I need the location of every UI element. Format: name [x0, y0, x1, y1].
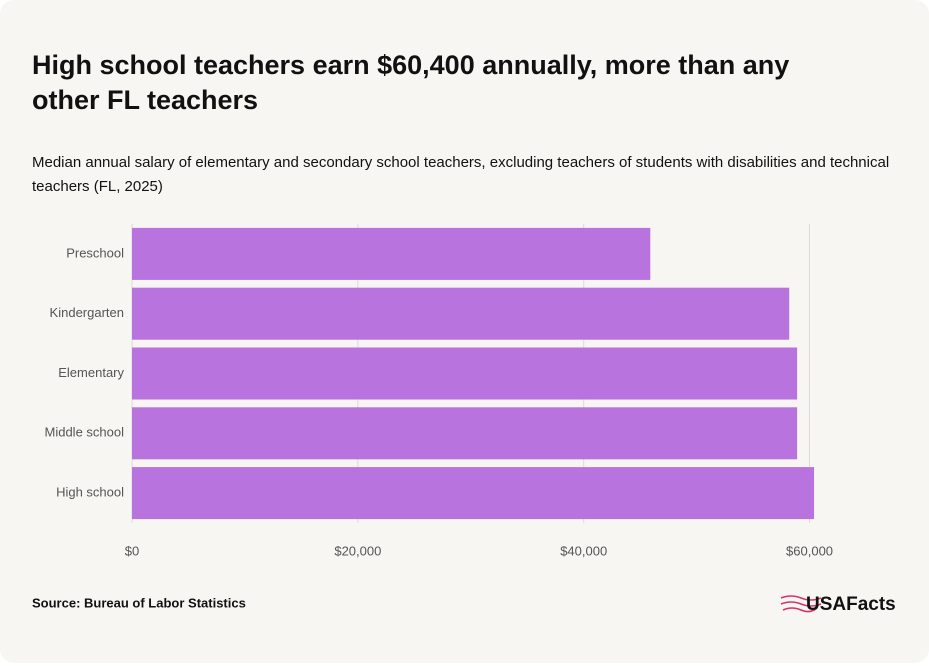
y-tick-label: Kindergarten — [50, 305, 124, 320]
x-tick-label: $40,000 — [560, 543, 607, 558]
y-tick-label: Middle school — [45, 425, 125, 440]
chart-subtitle: Median annual salary of elementary and s… — [32, 154, 889, 195]
source: Source: Bureau of Labor Statistics — [32, 595, 246, 610]
x-tick-label: $0 — [125, 543, 139, 558]
bar — [132, 467, 815, 520]
brand: USAFacts — [806, 594, 896, 615]
bar — [132, 287, 790, 340]
logo-icon — [780, 595, 822, 613]
bar — [132, 347, 798, 400]
bar — [132, 227, 651, 280]
x-tick-label: $20,000 — [334, 543, 381, 558]
y-tick-label: Preschool — [66, 245, 124, 260]
chart-title: High school teachers earn $60,400 annual… — [32, 50, 789, 115]
x-tick-label: $60,000 — [786, 543, 833, 558]
y-tick-label: High school — [56, 485, 124, 500]
bar — [132, 407, 798, 460]
y-tick-label: Elementary — [58, 365, 124, 380]
